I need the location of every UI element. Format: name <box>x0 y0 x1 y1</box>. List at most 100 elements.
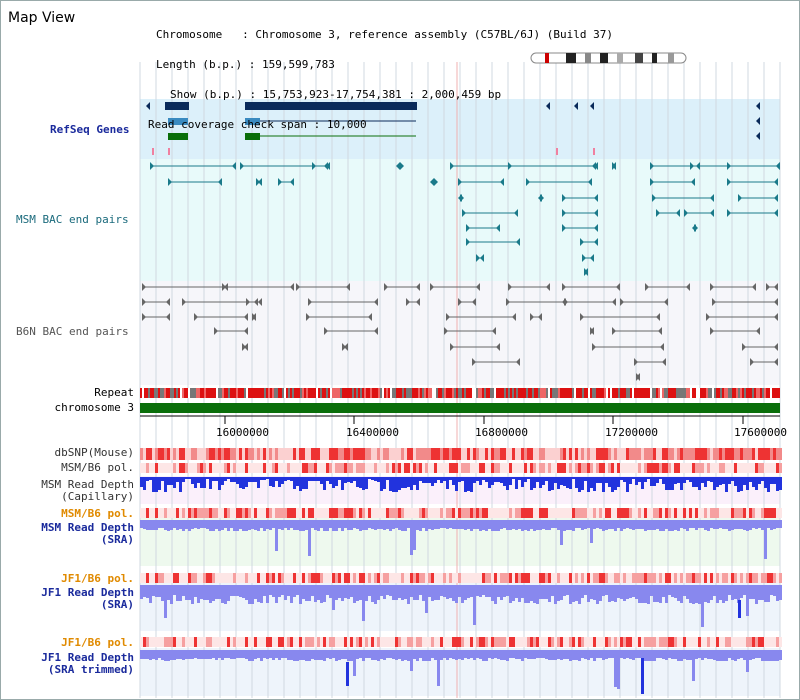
read-depth-bar <box>152 520 155 530</box>
read-depth-bar <box>701 520 704 528</box>
polymorphism-cell <box>749 463 752 473</box>
dbsnp-label[interactable]: dbSNP(Mouse) <box>54 446 134 459</box>
read-depth-bar <box>425 650 428 661</box>
polymorphism-cell <box>545 573 548 583</box>
repeat-segment <box>252 388 254 398</box>
read-depth-bar <box>200 585 203 599</box>
gene-arrow <box>756 132 760 140</box>
polymorphism-cell <box>248 573 251 583</box>
polymorphism-cell <box>221 508 224 518</box>
read-depth-bar <box>350 650 353 661</box>
polymorphism-cell <box>302 508 305 518</box>
read-depth-bar <box>716 477 719 487</box>
ideogram-band <box>585 53 591 63</box>
polymorphism-cell <box>377 463 380 473</box>
polymorphism-cell <box>410 448 413 460</box>
read-depth-bar <box>413 585 416 600</box>
polymorphism-cell <box>428 508 431 518</box>
read-depth-bar <box>647 520 650 530</box>
read-depth-bar <box>329 477 332 484</box>
polymorphism-cell <box>419 573 422 583</box>
polymorphism-cell <box>158 637 161 647</box>
bac-end <box>244 327 248 335</box>
polymorphism-cell <box>206 448 209 460</box>
polymorphism-cell <box>218 508 221 518</box>
polymorphism-cell <box>743 463 746 473</box>
read-depth-bar <box>608 520 611 529</box>
polymorphism-cell <box>227 637 230 647</box>
polymorphism-cell <box>401 637 404 647</box>
read-depth-bar <box>293 650 296 661</box>
msm-read-depth-sra-label[interactable]: MSM Read Depth <box>41 521 134 534</box>
polymorphism-cell <box>212 573 215 583</box>
polymorphism-cell <box>515 573 518 583</box>
polymorphism-cell <box>197 637 200 647</box>
read-depth-bar <box>599 650 602 658</box>
b6n-bac-label[interactable]: B6N BAC end pairs <box>16 325 129 338</box>
read-depth-bar <box>518 650 521 659</box>
read-depth-bar <box>764 585 767 602</box>
polymorphism-cell <box>569 448 572 460</box>
repeat-segment <box>496 388 498 398</box>
repeat-segment <box>610 388 612 398</box>
jf1-b6-pol-label[interactable]: JF1/B6 pol. <box>61 572 134 585</box>
polymorphism-cell <box>362 463 365 473</box>
repeat-segment <box>348 388 350 398</box>
repeat-segment <box>228 388 230 398</box>
read-depth-bar <box>176 477 179 482</box>
read-depth-bar <box>164 585 167 618</box>
polymorphism-cell <box>554 448 557 460</box>
polymorphism-cell <box>320 448 323 460</box>
msm-b6-pol-sra-label[interactable]: MSM/B6 pol. <box>61 507 134 520</box>
polymorphism-cell <box>149 573 152 583</box>
repeat-segment <box>332 388 334 398</box>
polymorphism-cell <box>557 508 560 518</box>
polymorphism-cell <box>176 573 179 583</box>
gene-marker <box>556 148 558 155</box>
polymorphism-cell <box>569 463 572 473</box>
polymorphism-cell <box>404 508 407 518</box>
polymorphism-cell <box>551 637 554 647</box>
polymorphism-cell <box>584 573 587 583</box>
read-depth-bar <box>458 585 461 597</box>
repeat-segment <box>676 388 678 398</box>
read-depth-bar <box>206 520 209 529</box>
polymorphism-cell <box>779 448 782 460</box>
repeat-segment <box>206 388 208 398</box>
polymorphism-cell <box>437 637 440 647</box>
polymorphism-cell <box>170 448 173 460</box>
msm-read-depth-capillary-label[interactable]: MSM Read Depth <box>41 478 134 491</box>
repeat-segment <box>442 388 444 398</box>
polymorphism-cell <box>299 508 302 518</box>
polymorphism-cell <box>545 637 548 647</box>
polymorphism-cell <box>680 573 683 583</box>
axis-tick-label: 16400000 <box>346 426 399 439</box>
polymorphism-cell <box>764 463 767 473</box>
polymorphism-cell <box>200 448 203 460</box>
read-depth-bar <box>440 585 443 596</box>
bac-end <box>462 209 466 217</box>
polymorphism-cell <box>233 448 236 460</box>
read-depth-bar <box>614 477 617 490</box>
repeat-segment <box>306 388 308 398</box>
read-depth-bar <box>164 520 167 530</box>
bac-end <box>506 298 510 306</box>
polymorphism-cell <box>584 637 587 647</box>
polymorphism-cell <box>551 463 554 473</box>
jf1-read-depth-trimmed-label[interactable]: JF1 Read Depth <box>41 651 134 664</box>
read-depth-bar <box>635 477 638 485</box>
read-depth-bar <box>743 585 746 595</box>
msm-b6-pol-label[interactable]: MSM/B6 pol. <box>61 461 134 474</box>
msm-bac-label[interactable]: MSM BAC end pairs <box>16 213 129 226</box>
polymorphism-cell <box>359 463 362 473</box>
repeat-segment <box>434 388 436 398</box>
polymorphism-cell <box>740 573 743 583</box>
polymorphism-cell <box>374 463 377 473</box>
polymorphism-cell <box>293 573 296 583</box>
polymorphism-cell <box>629 573 632 583</box>
polymorphism-cell <box>518 448 521 460</box>
polymorphism-cell <box>584 508 587 518</box>
refseq-genes-label[interactable]: RefSeq Genes <box>50 123 130 136</box>
jf1-read-depth-sra-label[interactable]: JF1 Read Depth <box>41 586 134 599</box>
jf1-b6-pol-2-label[interactable]: JF1/B6 pol. <box>61 636 134 649</box>
